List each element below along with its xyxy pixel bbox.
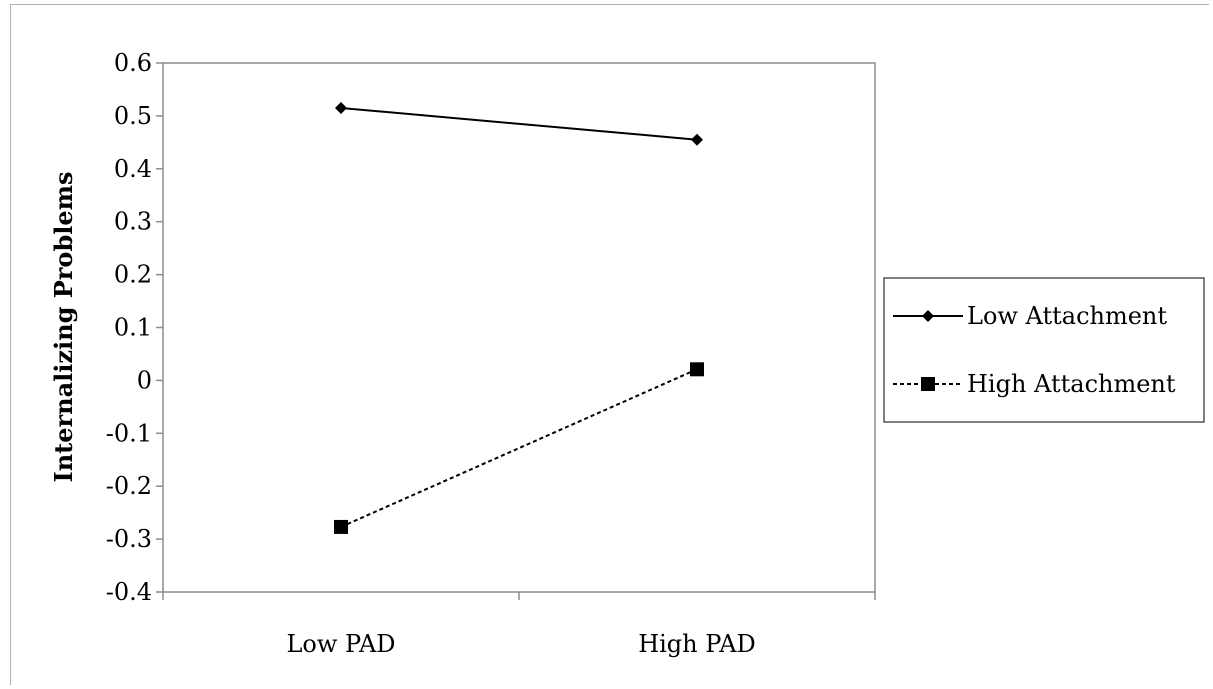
- legend-label: High Attachment: [967, 370, 1176, 398]
- y-tick-label: -0.4: [106, 578, 152, 606]
- legend-marker: [921, 377, 935, 391]
- data-point: [335, 102, 347, 114]
- y-axis-label: Internalizing Problems: [49, 171, 78, 482]
- legend: Low Attachment High Attachment: [884, 278, 1204, 422]
- data-point: [691, 134, 703, 146]
- y-tick-label: -0.1: [106, 419, 152, 447]
- y-tick-label: 0.3: [114, 208, 152, 236]
- y-tick-label: 0.2: [114, 261, 152, 289]
- y-tick-label: 0: [137, 366, 152, 394]
- series-layer: [334, 102, 704, 534]
- y-tick-label: -0.2: [106, 472, 152, 500]
- data-point: [690, 362, 704, 376]
- y-tick-label: 0.1: [114, 314, 152, 342]
- data-point: [334, 520, 348, 534]
- legend-box: [884, 278, 1204, 422]
- x-axis-ticks: Low PAD High PAD: [163, 592, 875, 658]
- series-line: [341, 369, 697, 527]
- y-tick-label: -0.3: [106, 525, 152, 553]
- y-axis-ticks: 0.6 0.5 0.4 0.3 0.2 0.1 0 -0.1 -0.2 -0.3 -0.4: [106, 49, 163, 606]
- x-category-label: High PAD: [638, 630, 756, 658]
- y-tick-label: 0.5: [114, 102, 152, 130]
- series-line: [341, 108, 697, 140]
- y-tick-label: 0.4: [114, 155, 152, 183]
- plot-area: [163, 63, 875, 592]
- legend-label: Low Attachment: [967, 302, 1167, 330]
- x-category-label: Low PAD: [286, 630, 395, 658]
- y-tick-label: 0.6: [114, 49, 152, 77]
